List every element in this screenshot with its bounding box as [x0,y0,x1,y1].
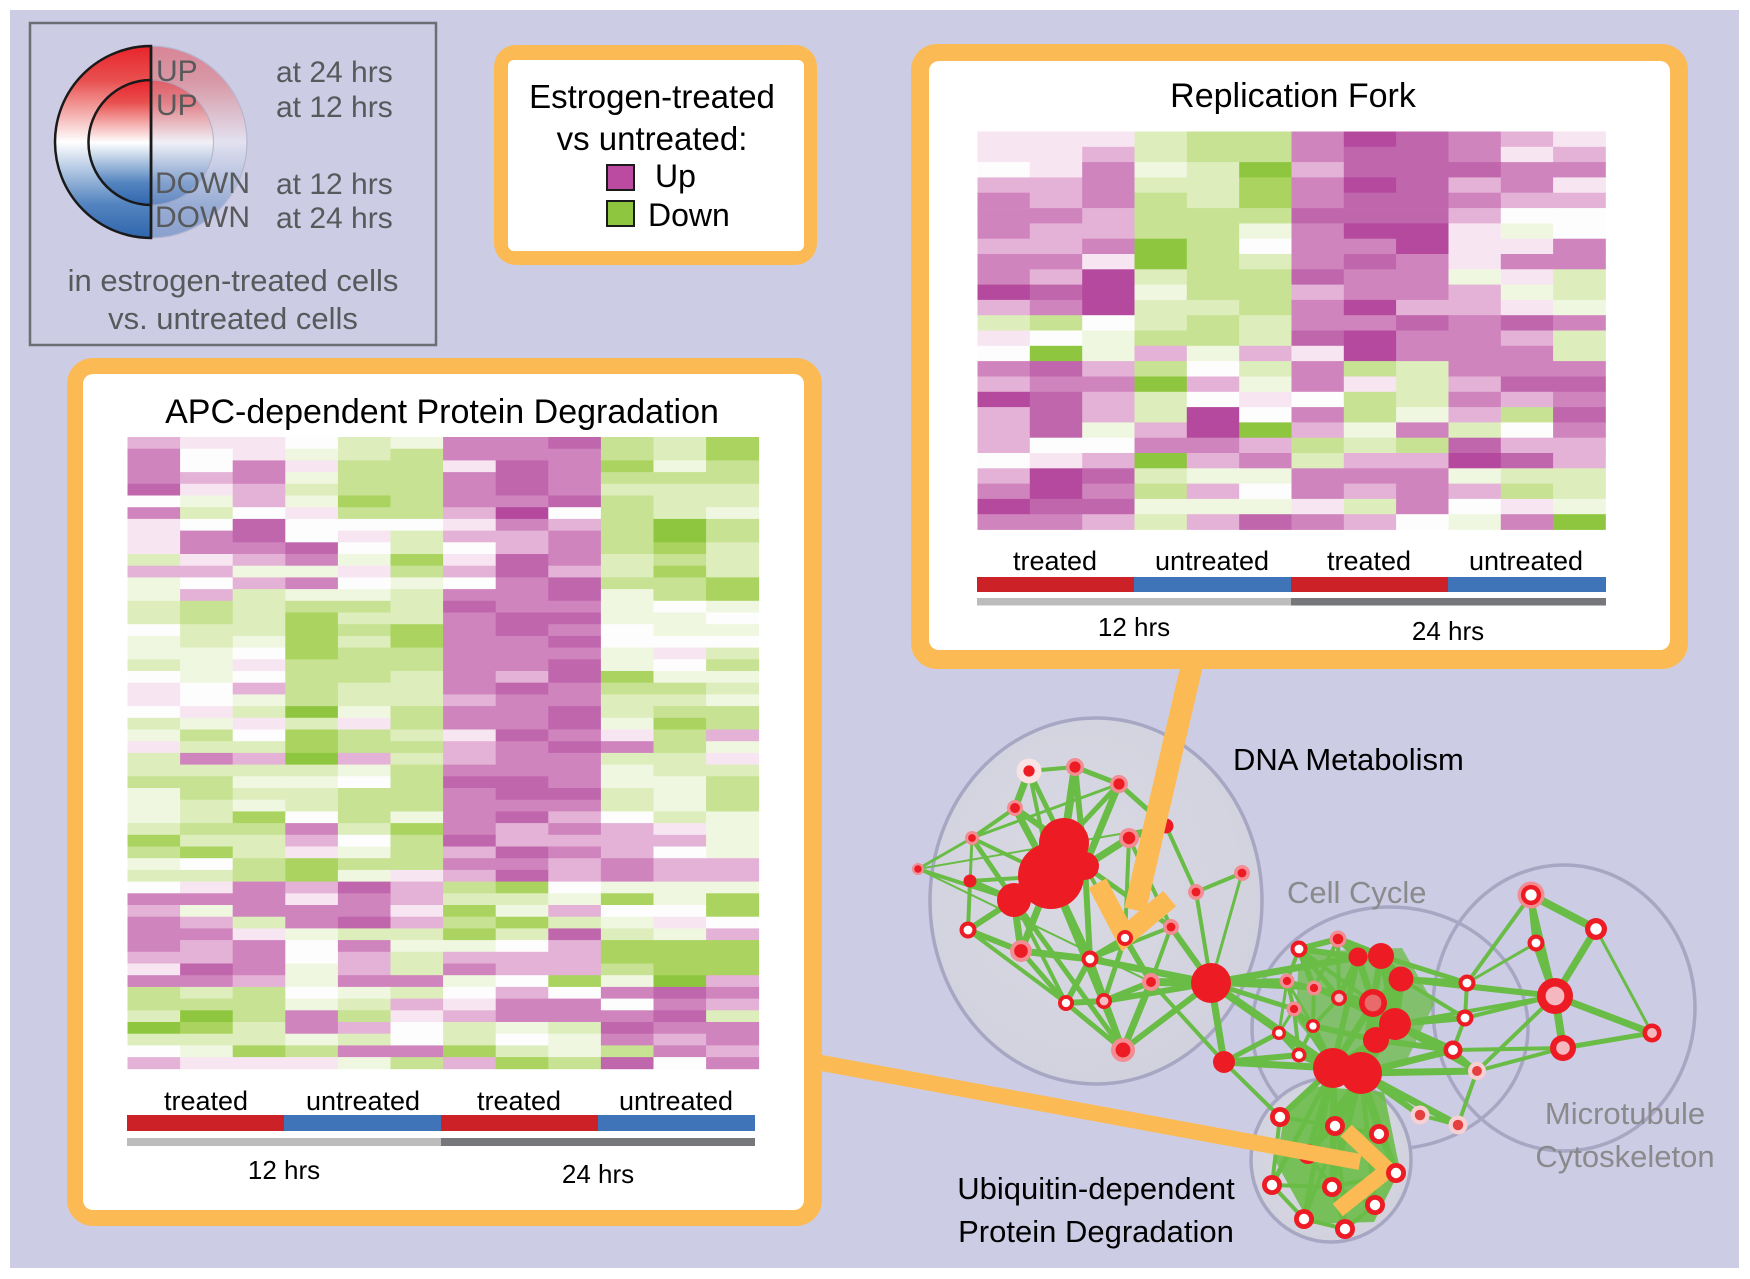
svg-text:DOWN: DOWN [155,167,250,200]
svg-text:Protein Degradation: Protein Degradation [958,1214,1234,1249]
svg-text:untreated: untreated [1155,546,1269,576]
svg-text:24 hrs: 24 hrs [1412,616,1484,646]
svg-text:Replication Fork: Replication Fork [1170,77,1417,115]
svg-text:at 12 hrs: at 12 hrs [276,168,393,201]
svg-text:vs. untreated cells: vs. untreated cells [108,301,358,336]
svg-text:Down: Down [648,197,730,233]
svg-text:Microtubule: Microtubule [1545,1096,1705,1131]
svg-text:Cytoskeleton: Cytoskeleton [1535,1139,1714,1174]
svg-text:treated: treated [477,1086,561,1116]
svg-text:treated: treated [1013,546,1097,576]
svg-text:12 hrs: 12 hrs [248,1155,320,1185]
svg-text:Up: Up [655,158,696,194]
svg-text:at 12 hrs: at 12 hrs [276,91,393,124]
svg-text:vs untreated:: vs untreated: [557,120,748,157]
svg-text:untreated: untreated [619,1086,733,1116]
svg-text:untreated: untreated [1469,546,1583,576]
svg-text:Cell Cycle: Cell Cycle [1287,875,1427,910]
svg-text:12 hrs: 12 hrs [1098,612,1170,642]
svg-text:24 hrs: 24 hrs [562,1159,634,1189]
svg-text:Estrogen-treated: Estrogen-treated [529,78,775,115]
svg-text:UP: UP [156,55,198,88]
svg-text:treated: treated [164,1086,248,1116]
svg-text:at 24 hrs: at 24 hrs [276,202,393,235]
svg-text:in estrogen-treated cells: in estrogen-treated cells [68,263,399,298]
svg-text:UP: UP [156,89,198,122]
svg-text:treated: treated [1327,546,1411,576]
svg-text:untreated: untreated [306,1086,420,1116]
svg-text:DOWN: DOWN [155,201,250,234]
svg-text:APC-dependent Protein Degradat: APC-dependent Protein Degradation [165,393,719,431]
svg-text:Ubiquitin-dependent: Ubiquitin-dependent [957,1171,1235,1206]
svg-text:DNA Metabolism: DNA Metabolism [1233,742,1464,777]
svg-text:at 24 hrs: at 24 hrs [276,56,393,89]
